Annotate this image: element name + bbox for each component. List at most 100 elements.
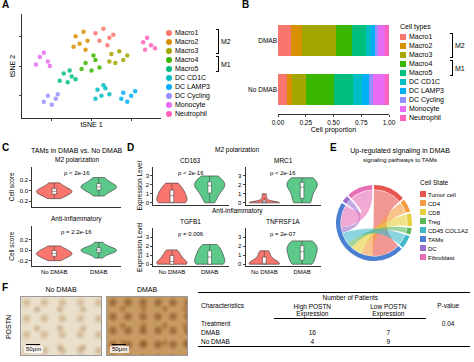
svg-text:2: 2 bbox=[238, 182, 242, 188]
svg-text:DC: DC bbox=[428, 246, 437, 252]
svg-text:Cell score: Cell score bbox=[8, 172, 15, 201]
html-text:M2: M2 bbox=[221, 38, 231, 45]
html-text:Monocyte: Monocyte bbox=[175, 101, 206, 108]
svg-text:No DMAB: No DMAB bbox=[248, 86, 277, 93]
svg-text:CD4: CD4 bbox=[428, 201, 441, 207]
svg-text:CD8: CD8 bbox=[428, 210, 441, 216]
svg-text:0.0: 0.0 bbox=[20, 188, 29, 194]
svg-text:p = 2.2e-16: p = 2.2e-16 bbox=[61, 229, 92, 235]
html-text:No DMAB: No DMAB bbox=[201, 337, 230, 345]
html-text:DC Cycling: DC Cycling bbox=[175, 92, 210, 99]
svg-text:0.00: 0.00 bbox=[272, 119, 285, 126]
html-text:Characteristics: Characteristics bbox=[201, 302, 244, 310]
svg-text:0.75: 0.75 bbox=[355, 119, 368, 126]
svg-text:TAMs in DMAB vs. No DMAB: TAMs in DMAB vs. No DMAB bbox=[31, 147, 123, 154]
svg-text:p = 2e-07: p = 2e-07 bbox=[270, 231, 296, 237]
svg-text:DMAB: DMAB bbox=[258, 37, 277, 44]
html-text:Macro4: Macro4 bbox=[175, 56, 199, 63]
html-text:Macro4: Macro4 bbox=[409, 60, 433, 67]
svg-text:signaling pathways to TAMs: signaling pathways to TAMs bbox=[363, 157, 437, 163]
svg-text:1: 1 bbox=[146, 252, 150, 258]
html-text:B: B bbox=[242, 0, 250, 10]
html-text:Macro3: Macro3 bbox=[409, 51, 433, 58]
svg-text:CD163: CD163 bbox=[180, 157, 201, 164]
svg-text:Treg: Treg bbox=[428, 219, 440, 225]
html-text:Macro5: Macro5 bbox=[175, 65, 199, 72]
svg-text:Cell proportion: Cell proportion bbox=[311, 126, 357, 134]
svg-text:Cell State: Cell State bbox=[420, 179, 449, 186]
svg-text:2: 2 bbox=[146, 182, 150, 188]
svg-text:0: 0 bbox=[238, 261, 242, 267]
svg-text:Expression Level: Expression Level bbox=[136, 222, 144, 272]
svg-text:DMAB: DMAB bbox=[201, 269, 218, 275]
svg-text:CD45 COL1A2: CD45 COL1A2 bbox=[428, 228, 469, 234]
svg-text:DMAB: DMAB bbox=[293, 269, 310, 275]
svg-text:M2 polarization: M2 polarization bbox=[215, 146, 259, 154]
html-text:Low POSTN Expression: Low POSTN Expression bbox=[370, 303, 407, 317]
svg-text:TNFRSF1A: TNFRSF1A bbox=[266, 218, 300, 225]
svg-text:0.0: 0.0 bbox=[20, 247, 29, 253]
svg-text:3: 3 bbox=[238, 173, 242, 179]
svg-text:1.00: 1.00 bbox=[383, 119, 396, 126]
html-text:DMAB: DMAB bbox=[201, 328, 220, 336]
svg-text:p = 0.006: p = 0.006 bbox=[178, 231, 204, 237]
svg-text:Expression Level: Expression Level bbox=[136, 161, 144, 211]
html-text:Macro1: Macro1 bbox=[409, 33, 433, 40]
html-text:0.04: 0.04 bbox=[441, 319, 455, 327]
svg-text:-0.2: -0.2 bbox=[18, 258, 29, 264]
svg-text:p < 2e-16: p < 2e-16 bbox=[64, 170, 90, 176]
svg-text:-0.2: -0.2 bbox=[18, 198, 29, 204]
html-text:POSTN: POSTN bbox=[4, 314, 12, 340]
svg-text:Fibroblast: Fibroblast bbox=[428, 255, 455, 261]
svg-text:1: 1 bbox=[238, 191, 242, 197]
html-text:P-value: P-value bbox=[437, 302, 460, 310]
html-text:DC LAMP3: DC LAMP3 bbox=[175, 83, 210, 90]
svg-text:Anti-inflammatory: Anti-inflammatory bbox=[212, 207, 263, 215]
html-text:M1: M1 bbox=[221, 60, 231, 68]
svg-text:0.25: 0.25 bbox=[299, 119, 312, 126]
html-text:Macro2: Macro2 bbox=[175, 38, 199, 45]
html-text:Neutrophil: Neutrophil bbox=[175, 110, 207, 117]
html-text:Macro3: Macro3 bbox=[175, 47, 199, 54]
svg-text:3: 3 bbox=[146, 173, 150, 179]
html-text:D: D bbox=[127, 142, 135, 153]
html-text:Macro1: Macro1 bbox=[175, 29, 199, 36]
html-text:C: C bbox=[2, 142, 10, 153]
svg-text:3: 3 bbox=[238, 234, 242, 240]
svg-text:1: 1 bbox=[146, 191, 150, 197]
svg-text:Up-regulated signaling in DMAB: Up-regulated signaling in DMAB bbox=[350, 147, 450, 155]
svg-text:No DMAB: No DMAB bbox=[41, 269, 68, 275]
svg-text:0: 0 bbox=[146, 261, 150, 267]
html-text:Cell types: Cell types bbox=[400, 23, 431, 30]
svg-text:3: 3 bbox=[146, 234, 150, 240]
html-text:A: A bbox=[2, 0, 10, 10]
html-text:Treatment: Treatment bbox=[201, 319, 231, 327]
html-text:Macro2: Macro2 bbox=[409, 42, 433, 49]
svg-text:p < 2e-16: p < 2e-16 bbox=[178, 170, 204, 176]
svg-text:DMAB: DMAB bbox=[90, 269, 107, 275]
html-text:M1: M1 bbox=[455, 64, 465, 72]
svg-text:0: 0 bbox=[238, 200, 242, 206]
svg-text:p < 2e-16: p < 2e-16 bbox=[270, 170, 296, 176]
svg-text:0.50: 0.50 bbox=[327, 119, 340, 126]
svg-text:No DMAB: No DMAB bbox=[251, 269, 278, 275]
svg-text:0.2: 0.2 bbox=[20, 177, 29, 183]
svg-text:2: 2 bbox=[146, 243, 150, 249]
svg-text:TGFB1: TGFB1 bbox=[180, 218, 201, 225]
svg-text:0.2: 0.2 bbox=[20, 237, 29, 243]
svg-text:M2 polarization: M2 polarization bbox=[55, 156, 99, 164]
svg-text:No DMAB: No DMAB bbox=[159, 269, 186, 275]
svg-text:Anti-inflammatory: Anti-inflammatory bbox=[51, 215, 102, 223]
html-text:High POSTN Expression: High POSTN Expression bbox=[293, 303, 332, 317]
html-text:16: 16 bbox=[308, 328, 316, 336]
svg-text:1: 1 bbox=[238, 252, 242, 258]
svg-text:0: 0 bbox=[146, 200, 150, 206]
svg-text:2: 2 bbox=[238, 243, 242, 249]
svg-text:MRC1: MRC1 bbox=[274, 157, 293, 164]
html-text:DC CD1C: DC CD1C bbox=[175, 74, 207, 81]
svg-text:Cell score: Cell score bbox=[8, 231, 15, 260]
svg-text:tSNE 1: tSNE 1 bbox=[80, 121, 102, 128]
svg-text:TAMs: TAMs bbox=[428, 237, 443, 243]
svg-text:Tumor cell: Tumor cell bbox=[428, 192, 456, 198]
svg-text:tSNE 2: tSNE 2 bbox=[9, 55, 16, 77]
